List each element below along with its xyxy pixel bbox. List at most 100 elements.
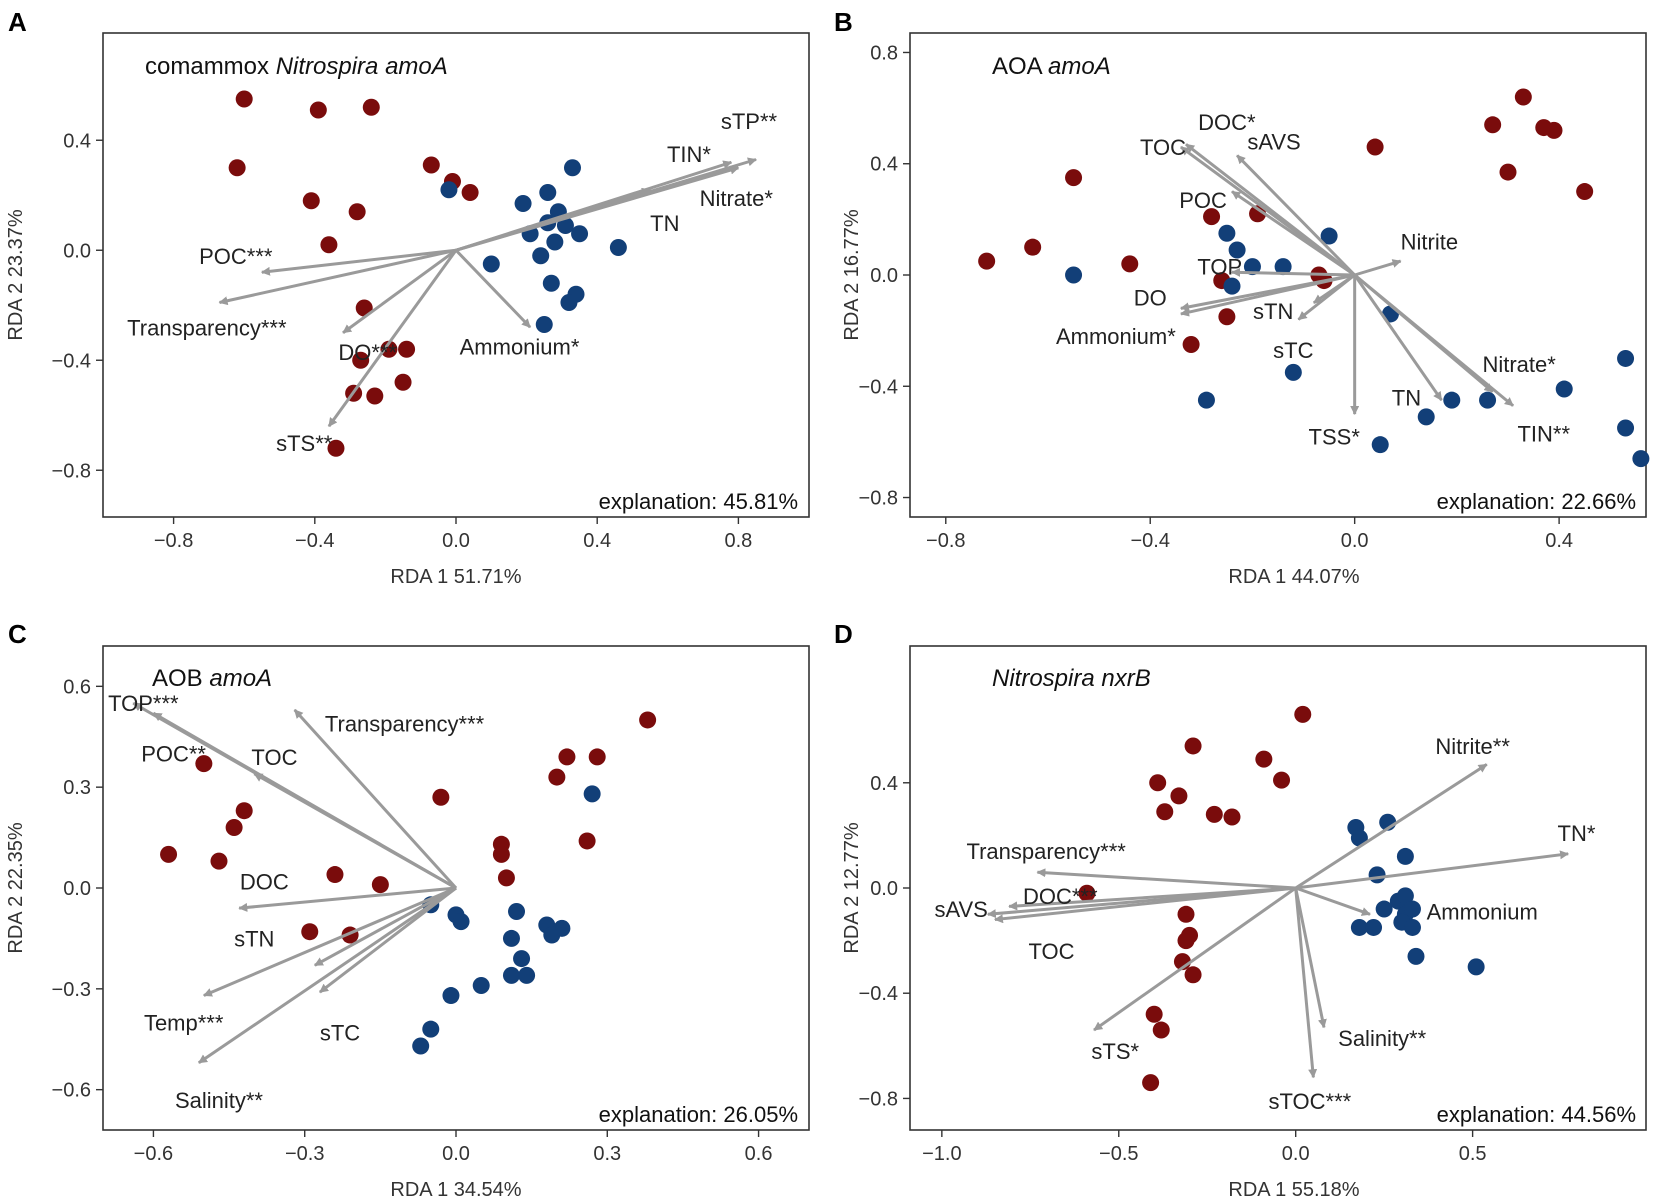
c-blue-point xyxy=(518,966,536,984)
a-blue-point xyxy=(535,316,553,333)
panel-c-explanation: explanation: 26.05% xyxy=(599,1102,798,1127)
b-red-point xyxy=(1203,208,1221,226)
panel-letter-a: A xyxy=(8,7,27,37)
panel-d-title: Nitrospira nxrB xyxy=(992,665,1151,692)
panel-b-y-axis-title: RDA 2 16.77% xyxy=(841,209,863,340)
c-blue-point xyxy=(513,950,531,968)
panel-a-marks: −0.8 −0.4 0.0 0.4 0.8 −0.8 −0.4 0.0 0.4 sTP** TIN*… xyxy=(52,90,778,552)
b-vector-label: sTN xyxy=(1253,299,1293,324)
c-x-tick-label: −0.6 xyxy=(134,1143,173,1165)
a-red-point xyxy=(320,236,338,254)
c-y-tick-label: 0.0 xyxy=(63,878,91,900)
c-vector-label: sTN xyxy=(234,926,274,951)
b-blue-point xyxy=(1320,227,1338,245)
d-vector-label: TN* xyxy=(1558,821,1596,846)
panel-a-y-axis-title: RDA 2 23.37% xyxy=(5,209,27,340)
d-blue-point xyxy=(1403,900,1421,918)
a-vector-label: DO*** xyxy=(338,340,397,365)
b-vector-arrow xyxy=(1185,143,1356,277)
d-red-point xyxy=(1181,926,1199,944)
a-vector-arrow xyxy=(342,249,457,334)
a-blue-point xyxy=(514,195,532,212)
c-vector-arrow xyxy=(238,886,457,912)
b-blue-point xyxy=(1065,266,1083,284)
a-vector-label: Transparency*** xyxy=(127,315,287,340)
b-red-point xyxy=(1024,238,1042,256)
a-blue-point xyxy=(546,233,564,251)
c-blue-point xyxy=(543,926,561,944)
c-y-tick-label: 0.3 xyxy=(63,777,91,799)
panel-a-title-italic: Nitrospira amoA xyxy=(276,53,448,80)
d-red-point xyxy=(1273,771,1291,789)
a-vector-label: Ammonium* xyxy=(460,335,580,360)
d-blue-point xyxy=(1375,900,1393,918)
d-vector-arrow xyxy=(1295,850,1570,890)
d-x-tick-label: −1.0 xyxy=(922,1143,961,1165)
b-red-point xyxy=(1366,138,1384,156)
b-red-point xyxy=(1545,121,1563,139)
c-blue-point xyxy=(502,966,520,984)
c-vector-arrow xyxy=(197,886,457,1065)
c-red-point xyxy=(497,869,515,887)
d-y-tick-label: 0.4 xyxy=(870,773,898,795)
d-y-tick-label: 0.0 xyxy=(870,878,898,900)
d-red-point xyxy=(1156,803,1174,821)
b-x-tick-label: −0.8 xyxy=(926,530,965,552)
a-x-tick-label: 0.0 xyxy=(442,530,470,552)
a-vector-label: sTS** xyxy=(276,431,333,456)
b-red-point xyxy=(1484,116,1502,134)
d-vector-arrow xyxy=(994,886,1296,924)
a-red-point xyxy=(422,156,440,174)
c-red-point xyxy=(432,788,450,806)
panel-b-explanation: explanation: 22.66% xyxy=(1437,489,1636,514)
b-red-point xyxy=(978,252,996,270)
c-red-point xyxy=(326,866,344,884)
b-blue-point xyxy=(1555,380,1573,398)
c-blue-point xyxy=(412,1037,430,1055)
a-vector-arrow xyxy=(218,248,457,306)
b-blue-point xyxy=(1479,391,1497,409)
a-x-tick-label: 0.8 xyxy=(724,530,752,552)
c-vector-label: TOC xyxy=(251,745,297,770)
c-red-point xyxy=(235,802,253,820)
panel-d: D −1.0 −0.5 0.0 0.5 −0.8 −0.4 0.0 0.4 Nitrite** T… xyxy=(834,619,1647,1201)
panel-d-marks: −1.0 −0.5 0.0 0.5 −0.8 −0.4 0.0 0.4 Nitrite** TN*… xyxy=(859,705,1596,1165)
a-red-point xyxy=(309,101,327,119)
b-x-tick-label: −0.4 xyxy=(1130,530,1169,552)
a-red-point xyxy=(366,387,384,405)
b-blue-point xyxy=(1284,363,1302,381)
b-blue-point xyxy=(1617,419,1635,437)
b-x-tick-label: 0.4 xyxy=(1545,530,1573,552)
d-vector-arrow xyxy=(1294,763,1488,890)
b-vector-label: Nitrate* xyxy=(1482,352,1556,377)
a-red-point xyxy=(235,90,253,108)
panel-b-title-plain: AOA xyxy=(992,53,1043,80)
panel-c-marks: −0.6 −0.3 0.0 0.3 0.6 −0.6 −0.3 0.0 0.3 0.6 TOP***… xyxy=(52,676,773,1165)
b-red-point xyxy=(1249,205,1267,223)
a-red-point xyxy=(461,184,479,201)
c-vector-arrow xyxy=(314,886,457,967)
b-vector-arrow xyxy=(1180,273,1355,317)
b-blue-point xyxy=(1223,277,1241,295)
b-blue-point xyxy=(1228,241,1246,259)
panel-b-x-axis-title: RDA 1 44.07% xyxy=(1228,566,1359,588)
b-vector-arrow xyxy=(1236,154,1356,277)
c-vector-label: DOC xyxy=(240,869,289,894)
b-vector-arrow xyxy=(1354,259,1402,277)
a-red-point xyxy=(362,98,380,116)
b-red-point xyxy=(1182,336,1200,354)
c-y-tick-label: −0.6 xyxy=(52,1080,91,1102)
b-vector-label: TN xyxy=(1392,385,1421,410)
c-blue-point xyxy=(442,987,460,1005)
b-red-point xyxy=(1218,308,1236,326)
d-blue-point xyxy=(1403,918,1421,936)
a-red-point xyxy=(302,192,320,210)
a-x-tick-label: −0.8 xyxy=(154,530,193,552)
panel-c-x-axis-title: RDA 1 34.54% xyxy=(390,1179,521,1201)
b-vector-label: TSS* xyxy=(1309,424,1361,449)
d-vector-label: Nitrite** xyxy=(1435,734,1510,759)
b-blue-point xyxy=(1632,450,1650,468)
d-blue-point xyxy=(1368,866,1386,884)
a-red-point xyxy=(352,351,370,369)
panel-b-title-italic: amoA xyxy=(1048,53,1111,80)
